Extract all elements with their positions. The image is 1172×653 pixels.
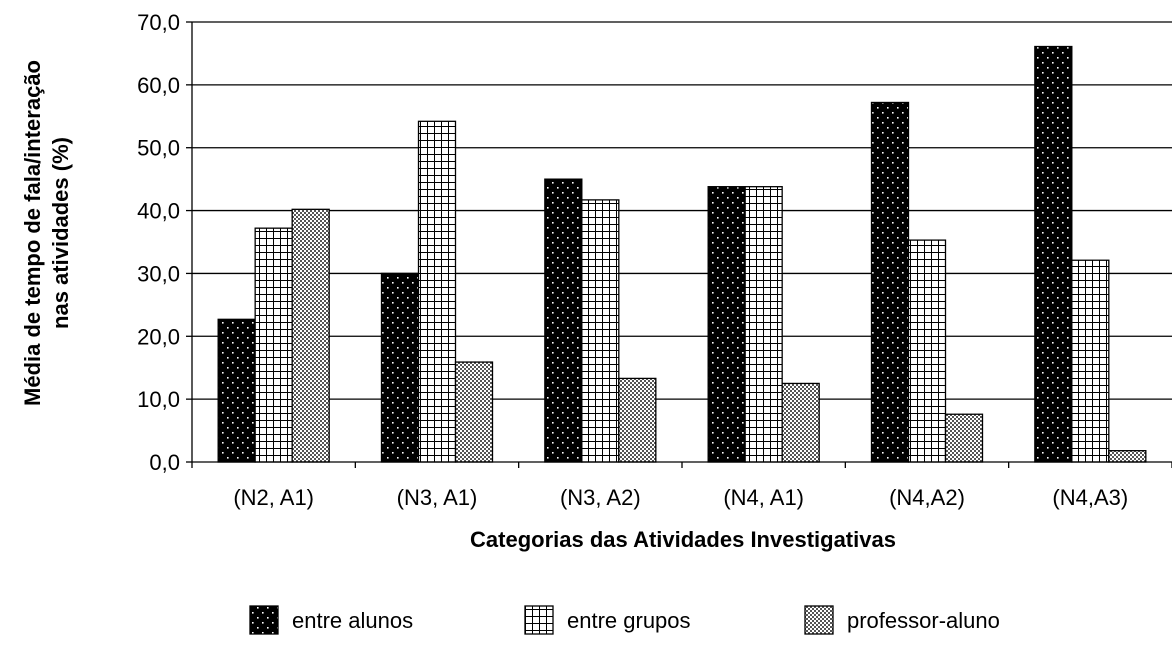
legend-label: entre grupos (567, 608, 691, 633)
bar-entre-grupos-4 (909, 240, 946, 462)
x-tick-label: (N3, A2) (560, 485, 641, 510)
bar-entre-grupos-1 (419, 121, 456, 462)
bar-entre-grupos-5 (1072, 260, 1109, 462)
legend-swatch (805, 606, 833, 634)
y-axis-title-line1: Média de tempo de fala/interação (20, 60, 45, 406)
axes (192, 22, 1172, 468)
bar-entre-grupos-0 (255, 228, 292, 462)
bar-entre-alunos-3 (708, 187, 745, 462)
bar-entre-alunos-0 (218, 319, 255, 462)
bar-professor-aluno-3 (782, 383, 819, 462)
y-tick-label: 30,0 (137, 261, 180, 286)
y-tick-label: 0,0 (149, 450, 180, 475)
bar-professor-aluno-2 (619, 378, 656, 462)
legend: entre alunos entre grupos professor-aluno (250, 606, 1000, 634)
x-tick-label: (N4, A1) (723, 485, 804, 510)
bar-professor-aluno-4 (946, 414, 983, 462)
y-tick-labels: 0,0 10,0 20,0 30,0 40,0 50,0 60,0 70,0 (137, 10, 180, 475)
bar-professor-aluno-1 (456, 362, 493, 462)
y-tick-label: 50,0 (137, 136, 180, 161)
x-tick-label: (N4,A3) (1052, 485, 1128, 510)
legend-label: entre alunos (292, 608, 413, 633)
legend-label: professor-aluno (847, 608, 1000, 633)
gridlines (186, 22, 1172, 462)
y-tick-label: 60,0 (137, 73, 180, 98)
bar-entre-grupos-3 (745, 187, 782, 462)
y-axis-title-line2: nas atividades (%) (48, 137, 73, 329)
bar-entre-alunos-5 (1035, 47, 1072, 462)
bar-entre-alunos-4 (872, 102, 909, 462)
bar-professor-aluno-5 (1109, 451, 1146, 462)
x-tick-label: (N2, A1) (233, 485, 314, 510)
legend-swatch (525, 606, 553, 634)
y-tick-label: 10,0 (137, 387, 180, 412)
bar-entre-alunos-1 (382, 273, 419, 462)
y-tick-label: 40,0 (137, 199, 180, 224)
legend-swatch (250, 606, 278, 634)
y-tick-label: 70,0 (137, 10, 180, 35)
x-tick-labels: (N2, A1) (N3, A1) (N3, A2) (N4, A1) (N4,A2) (… (233, 485, 1128, 510)
x-tick-label: (N4,A2) (889, 485, 965, 510)
y-tick-label: 20,0 (137, 324, 180, 349)
bar-professor-aluno-0 (292, 209, 329, 462)
bar-entre-alunos-2 (545, 179, 582, 462)
x-axis-title: Categorias das Atividades Investigativas (470, 527, 896, 552)
x-tick-label: (N3, A1) (397, 485, 478, 510)
bar-entre-grupos-2 (582, 200, 619, 462)
